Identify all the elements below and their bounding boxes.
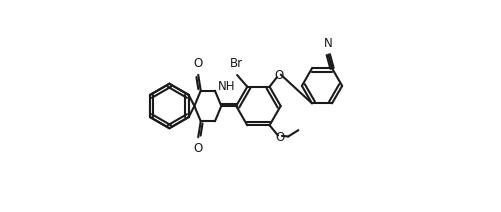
Text: Br: Br: [229, 57, 242, 70]
Text: NH: NH: [217, 80, 234, 93]
Text: N: N: [323, 37, 332, 50]
Text: O: O: [275, 131, 284, 144]
Text: O: O: [274, 68, 283, 82]
Text: O: O: [193, 57, 202, 70]
Text: O: O: [193, 142, 202, 155]
